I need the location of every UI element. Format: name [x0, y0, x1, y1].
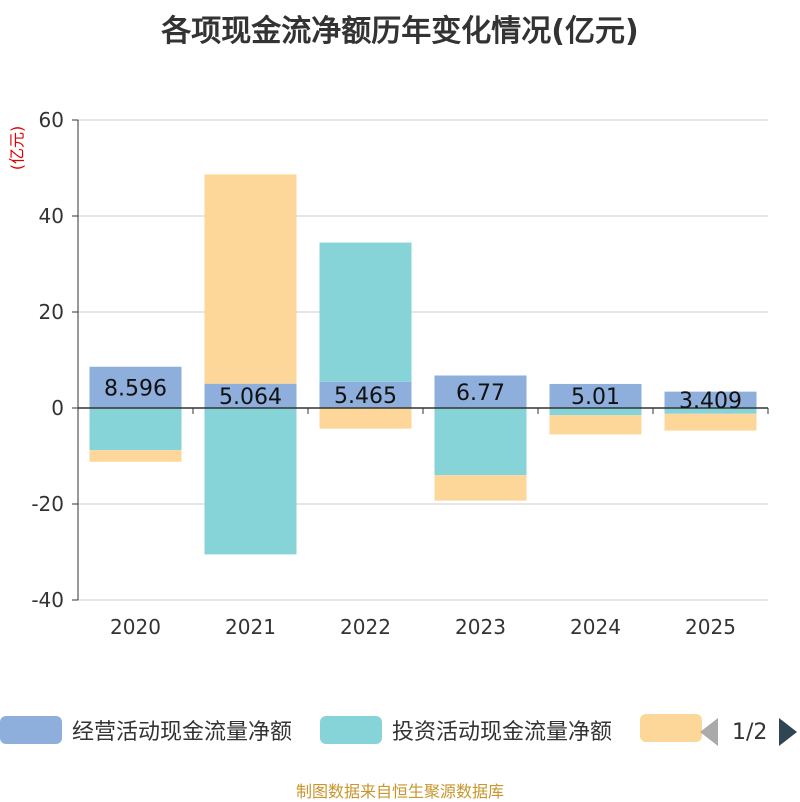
bars: [89, 174, 757, 555]
legend: 经营活动现金流量净额 投资活动现金流量净额 1/2: [0, 714, 800, 754]
bar-投资活动现金流量净额-2022: [319, 242, 412, 382]
bar-经营活动现金流量净额-2023: [434, 375, 527, 408]
x-tick-label-2023: 2023: [455, 615, 506, 639]
y-tick-label-0: 60: [39, 108, 64, 132]
bar-投资活动现金流量净额-2025: [664, 408, 757, 414]
x-tick-label-2021: 2021: [225, 615, 276, 639]
y-tick-label-5: -40: [31, 588, 64, 612]
legend-pager: 1/2: [700, 718, 798, 746]
legend-swatch-operating: [0, 716, 62, 744]
bar-投资活动现金流量净额-2024: [549, 408, 642, 416]
x-tick-label-2020: 2020: [110, 615, 161, 639]
bar-经营活动现金流量净额-2025: [664, 391, 757, 408]
data-label-2021: 5.064: [219, 385, 282, 410]
bar-经营活动现金流量净额-2022: [319, 381, 412, 408]
bar-筹资活动现金流量净额-2024: [549, 415, 642, 435]
legend-item-financing[interactable]: [640, 714, 702, 742]
y-tick-label-3: 0: [51, 396, 64, 420]
legend-swatch-investing: [320, 716, 382, 744]
bar-筹资活动现金流量净额-2025: [664, 413, 757, 431]
bar-筹资活动现金流量净额-2021: [204, 174, 297, 384]
bar-经营活动现金流量净额-2020: [89, 366, 182, 408]
bar-筹资活动现金流量净额-2023: [434, 475, 527, 501]
x-tick-label-2022: 2022: [340, 615, 391, 639]
chart-title: 各项现金流净额历年变化情况(亿元): [161, 14, 639, 49]
data-label-2025: 3.409: [679, 389, 742, 414]
labels: 60 40 20 0 -20 -40 8.596 2020 5.064 2021 5.465 2022…: [31, 108, 742, 639]
bar-筹资活动现金流量净额-2022: [319, 408, 412, 429]
data-label-2020: 8.596: [104, 376, 167, 401]
bar-经营活动现金流量净额-2024: [549, 383, 642, 408]
x-tick-label-2025: 2025: [685, 615, 736, 639]
axes: [72, 119, 769, 601]
legend-swatch-financing: [640, 714, 702, 742]
x-tick-label-2024: 2024: [570, 615, 621, 639]
grid-lines: [78, 119, 768, 601]
y-tick-label-2: 20: [39, 300, 64, 324]
legend-page-indicator: 1/2: [732, 719, 768, 745]
bar-筹资活动现金流量净额-2020: [89, 450, 182, 462]
legend-item-operating[interactable]: 经营活动现金流量净额: [0, 714, 292, 746]
legend-label-investing: 投资活动现金流量净额: [392, 720, 613, 745]
y-tick-label-1: 40: [39, 204, 64, 228]
legend-label-operating: 经营活动现金流量净额: [72, 720, 293, 745]
legend-item-investing[interactable]: 投资活动现金流量净额: [320, 714, 612, 746]
prev-page-icon[interactable]: [700, 718, 718, 746]
data-source: 制图数据来自恒生聚源数据库: [295, 782, 504, 801]
y-tick-label-4: -20: [31, 492, 64, 516]
data-label-2024: 5.01: [571, 385, 620, 410]
data-label-2022: 5.465: [334, 384, 397, 409]
next-page-icon[interactable]: [779, 718, 798, 746]
bar-经营活动现金流量净额-2021: [204, 383, 297, 408]
bar-投资活动现金流量净额-2023: [434, 408, 527, 476]
data-label-2023: 6.77: [456, 381, 505, 406]
bar-投资活动现金流量净额-2021: [204, 408, 297, 555]
bar-投资活动现金流量净额-2020: [89, 408, 182, 451]
